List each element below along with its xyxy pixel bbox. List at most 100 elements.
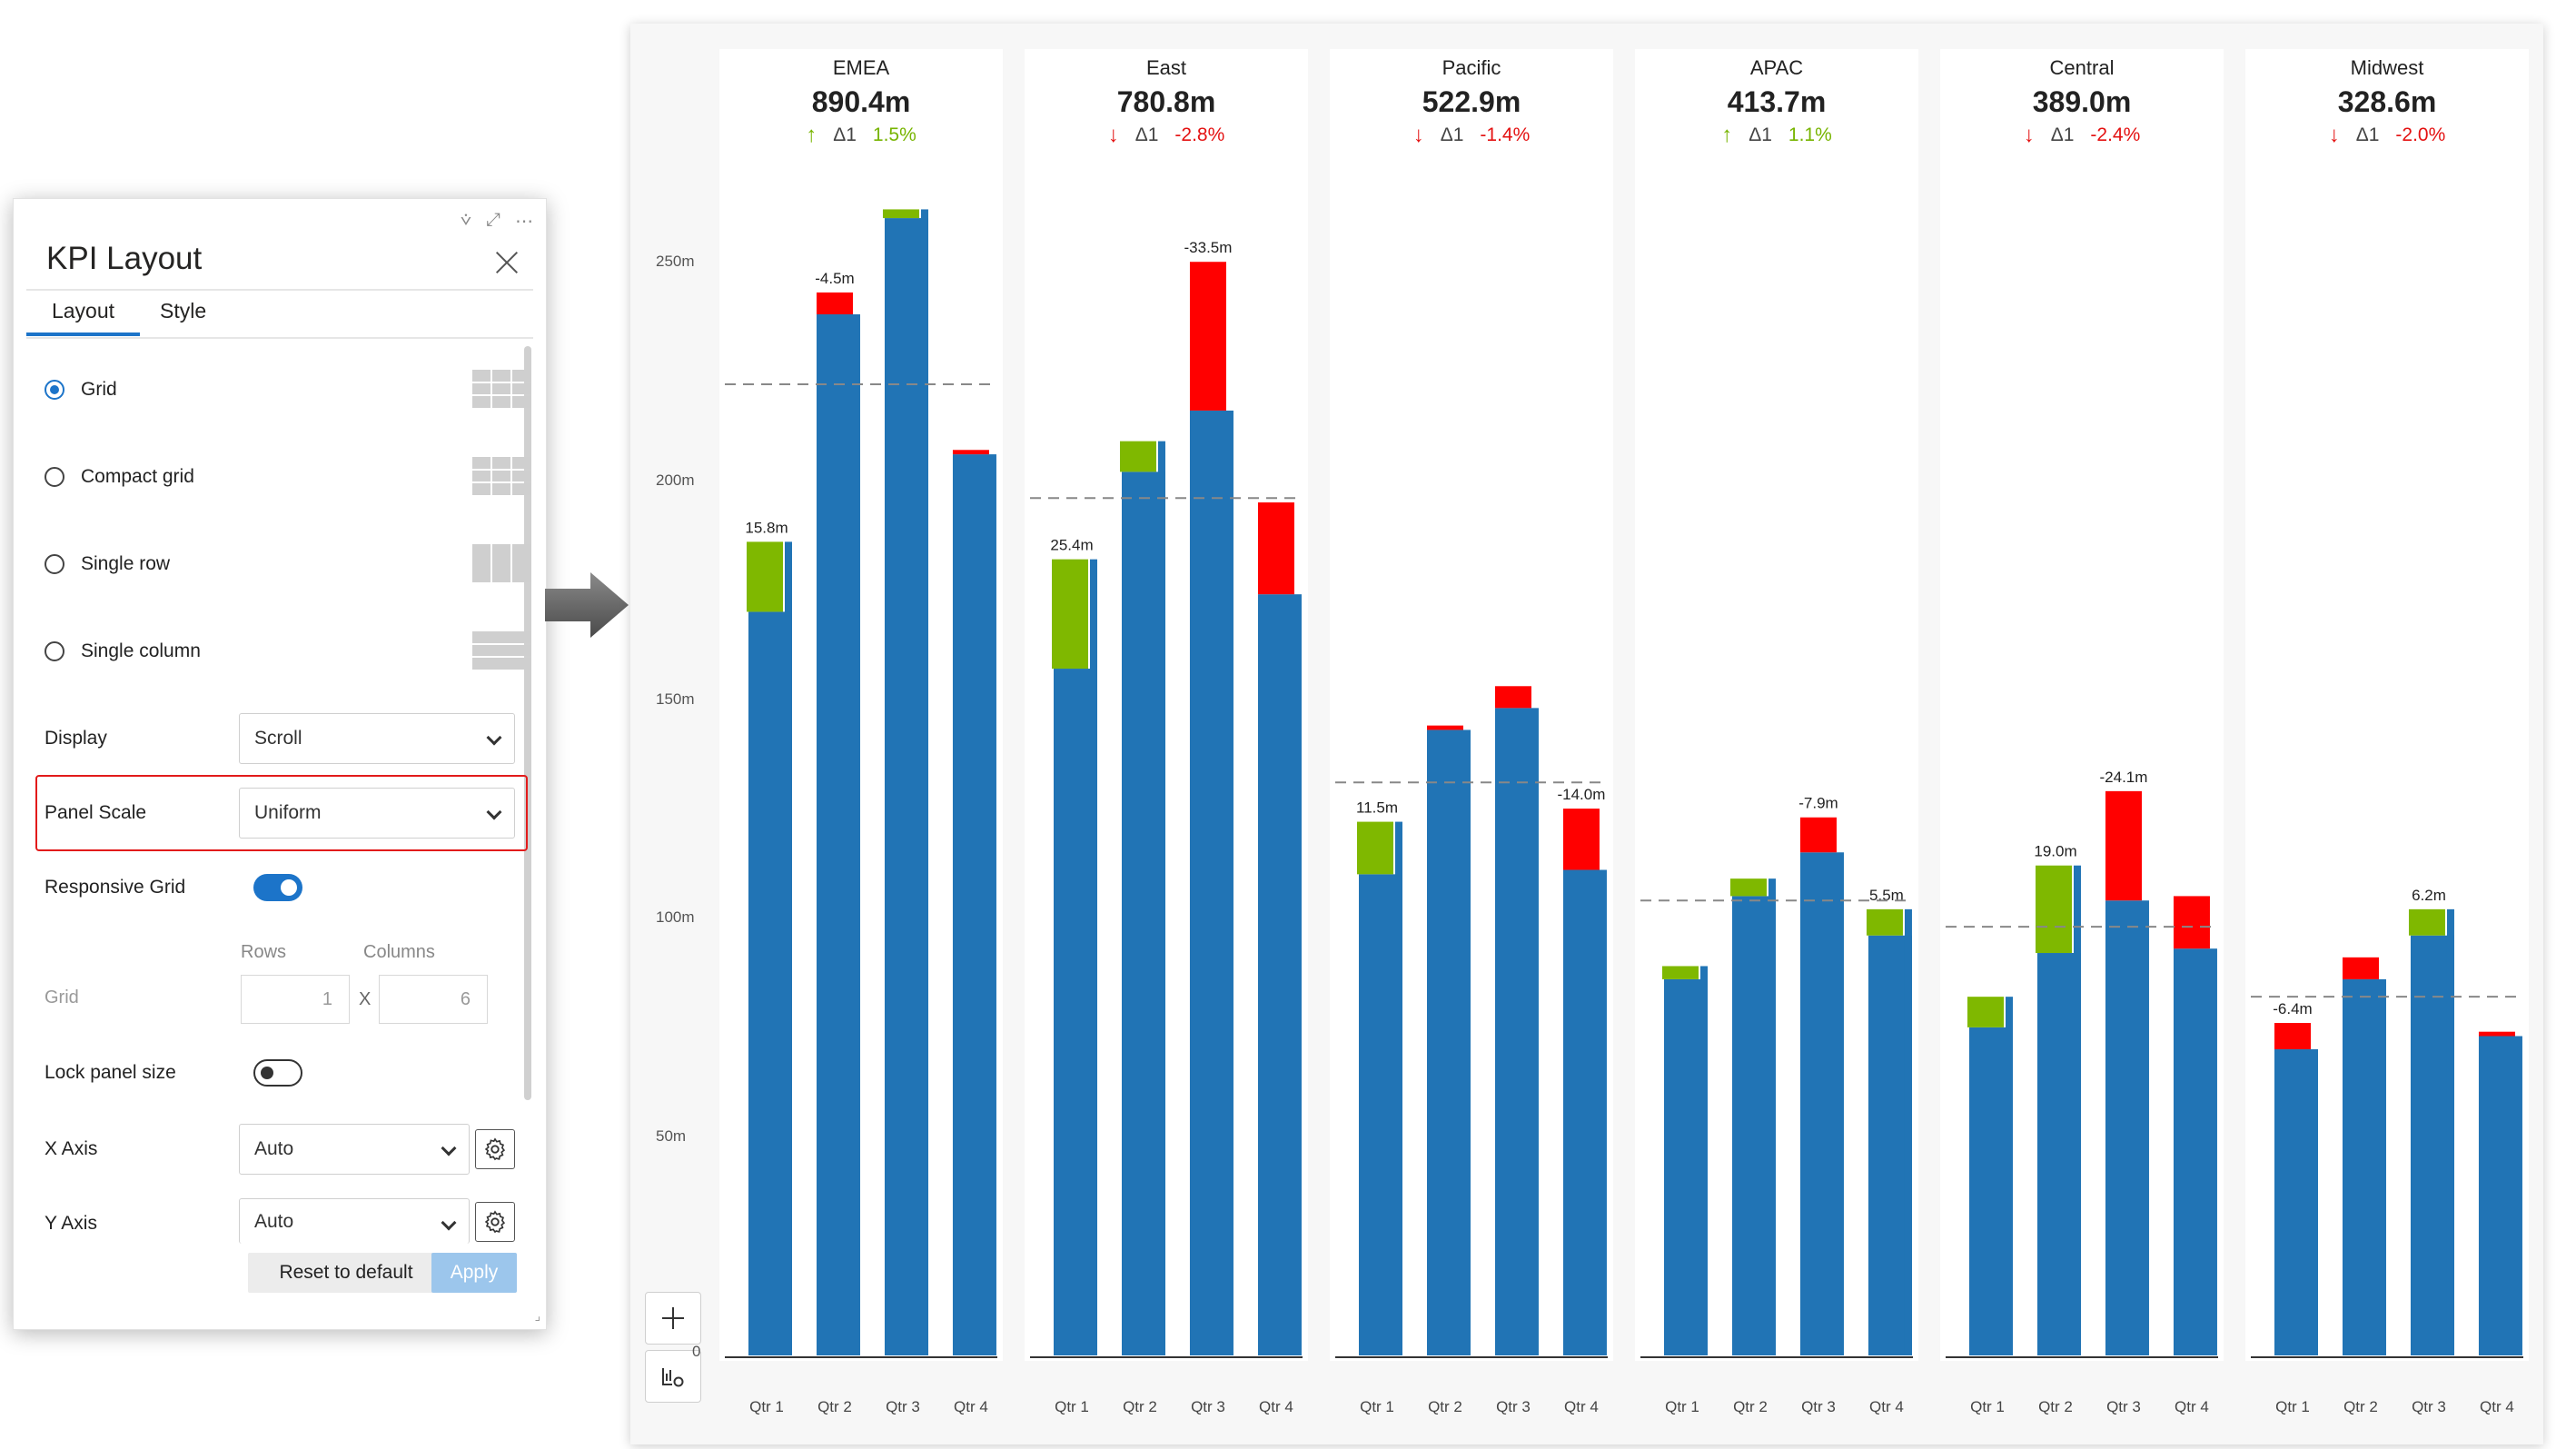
variance-segment[interactable] <box>1189 262 1226 411</box>
kpi-card-title: EMEA <box>832 56 890 79</box>
y-axis-settings-button[interactable] <box>475 1202 515 1242</box>
variance-segment[interactable] <box>1866 908 1903 936</box>
bar[interactable] <box>2173 948 2217 1355</box>
resize-grip-icon[interactable]: ⌟ <box>534 1308 540 1323</box>
layout-option-compact-grid[interactable]: Compact grid <box>45 450 530 504</box>
variance-segment[interactable] <box>2035 865 2072 954</box>
chevron-down-icon <box>486 804 502 820</box>
bar-cap <box>1904 908 1912 1355</box>
trend-down-arrow-icon: ↓ <box>2328 123 2340 147</box>
x-axis-category-label: Qtr 4 <box>2480 1398 2514 1415</box>
lock-panel-size-toggle[interactable] <box>253 1059 302 1087</box>
tab-style[interactable]: Style <box>160 299 207 323</box>
single-column-icon <box>472 631 530 670</box>
bar[interactable] <box>952 454 996 1355</box>
kpi-card-title: Midwest <box>2350 56 2424 79</box>
x-axis-settings-button[interactable] <box>475 1129 515 1169</box>
variance-segment[interactable] <box>1052 559 1088 670</box>
bar[interactable] <box>2036 953 2081 1355</box>
trend-up-arrow-icon: ↑ <box>806 123 817 147</box>
panel-scale-row: Panel Scale <box>45 788 535 839</box>
variance-segment[interactable] <box>2105 790 2142 901</box>
close-icon[interactable] <box>495 250 519 273</box>
variance-segment[interactable] <box>1119 441 1156 472</box>
bar[interactable] <box>1494 708 1539 1355</box>
bar[interactable] <box>816 314 860 1355</box>
variance-segment[interactable] <box>2408 908 2445 936</box>
radio-selected-icon[interactable] <box>45 380 64 400</box>
variance-segment[interactable] <box>2342 957 2379 979</box>
tab-layout[interactable]: Layout <box>26 299 140 336</box>
grid-label: Grid <box>45 988 79 1007</box>
chevron-down-icon <box>486 729 502 746</box>
filter-icon[interactable]: ⩒ <box>460 210 471 230</box>
chart-options-button[interactable] <box>645 1350 701 1403</box>
display-select[interactable]: Scroll <box>239 713 515 764</box>
zoom-in-button[interactable] <box>645 1292 701 1345</box>
variance-segment[interactable] <box>1257 502 1294 595</box>
y-axis-tick-label: 50m <box>656 1127 687 1146</box>
responsive-grid-toggle[interactable] <box>253 874 302 901</box>
x-axis-category-label: Qtr 2 <box>2343 1398 2378 1415</box>
more-options-icon[interactable]: ⋯ <box>515 212 533 232</box>
bar[interactable] <box>2274 1048 2318 1355</box>
variance-segment[interactable] <box>1562 809 1600 870</box>
variance-segment[interactable] <box>2173 896 2210 949</box>
apply-button[interactable]: Apply <box>431 1253 517 1293</box>
layout-option-single-row[interactable]: Single row <box>45 537 530 591</box>
radio-icon[interactable] <box>45 554 64 574</box>
x-axis-category-label: Qtr 3 <box>886 1398 920 1415</box>
grid-times-label: X <box>359 989 372 1009</box>
kpi-card-delta: ↑ Δ1 1.1% <box>1635 123 1918 148</box>
columns-input[interactable]: 6 <box>379 975 488 1024</box>
variance-segment[interactable] <box>2478 1031 2515 1037</box>
divider <box>26 289 533 291</box>
variance-segment[interactable] <box>816 292 853 315</box>
x-axis-select[interactable]: Auto <box>239 1124 470 1175</box>
y-axis-select[interactable]: Auto <box>239 1198 470 1244</box>
radio-icon[interactable] <box>45 641 64 661</box>
radio-icon[interactable] <box>45 467 64 487</box>
bar[interactable] <box>2478 1036 2522 1355</box>
chart-settings-icon <box>662 1368 684 1387</box>
bar[interactable] <box>1189 410 1234 1355</box>
panel-scale-value: Uniform <box>254 802 322 823</box>
columns-value: 6 <box>460 988 471 1009</box>
kpi-bar-chart: 25.4m Qtr 1 Qtr 2 -33.5m Qtr 3 Qtr 4 <box>1030 239 1303 1415</box>
bar[interactable] <box>1868 935 1912 1355</box>
panel-title: KPI Layout <box>46 241 203 276</box>
kpi-card-header: Central 389.0m ↓ Δ1 -2.4% <box>1940 56 2224 148</box>
variance-segment[interactable] <box>747 541 783 612</box>
rows-input[interactable]: 1 <box>241 975 350 1024</box>
rows-value: 1 <box>322 988 332 1009</box>
bar[interactable] <box>1426 729 1471 1355</box>
bar[interactable] <box>1562 869 1607 1355</box>
variance-segment[interactable] <box>1729 878 1767 897</box>
variance-segment[interactable] <box>1967 997 2004 1027</box>
reset-to-default-button[interactable]: Reset to default <box>248 1253 444 1293</box>
variance-segment[interactable] <box>952 450 989 455</box>
panel-scale-select[interactable]: Uniform <box>239 788 515 839</box>
variance-segment[interactable] <box>1662 966 1699 979</box>
variance-segment[interactable] <box>1426 725 1463 730</box>
focus-mode-icon[interactable]: ⤢ <box>486 210 500 230</box>
panel-scrollbar[interactable] <box>524 346 531 1100</box>
delta-symbol: Δ1 <box>1134 124 1159 145</box>
panel-toolbar: ⩒ ⤢ ⋯ <box>461 210 533 233</box>
bar[interactable] <box>1257 594 1302 1355</box>
variance-segment[interactable] <box>1357 821 1393 875</box>
kpi-bar-chart: 15.8m Qtr 1 -4.5m Qtr 2 Qtr 3 Qtr 4 <box>725 209 997 1415</box>
bar[interactable] <box>2342 978 2386 1355</box>
variance-segment[interactable] <box>1494 686 1531 709</box>
bar[interactable] <box>2105 900 2149 1355</box>
x-axis-category-label: Qtr 3 <box>1496 1398 1531 1415</box>
variance-segment[interactable] <box>2274 1023 2311 1049</box>
bar[interactable] <box>1799 852 1844 1355</box>
kpi-card-delta: ↓ Δ1 -2.4% <box>1940 123 2224 148</box>
x-axis-category-label: Qtr 1 <box>1360 1398 1394 1415</box>
variance-segment[interactable] <box>1799 817 1837 853</box>
layout-option-grid[interactable]: Grid <box>45 362 530 417</box>
variance-segment[interactable] <box>882 209 919 219</box>
layout-option-single-column[interactable]: Single column <box>45 624 530 679</box>
kpi-card-value: 890.4m <box>811 85 911 118</box>
